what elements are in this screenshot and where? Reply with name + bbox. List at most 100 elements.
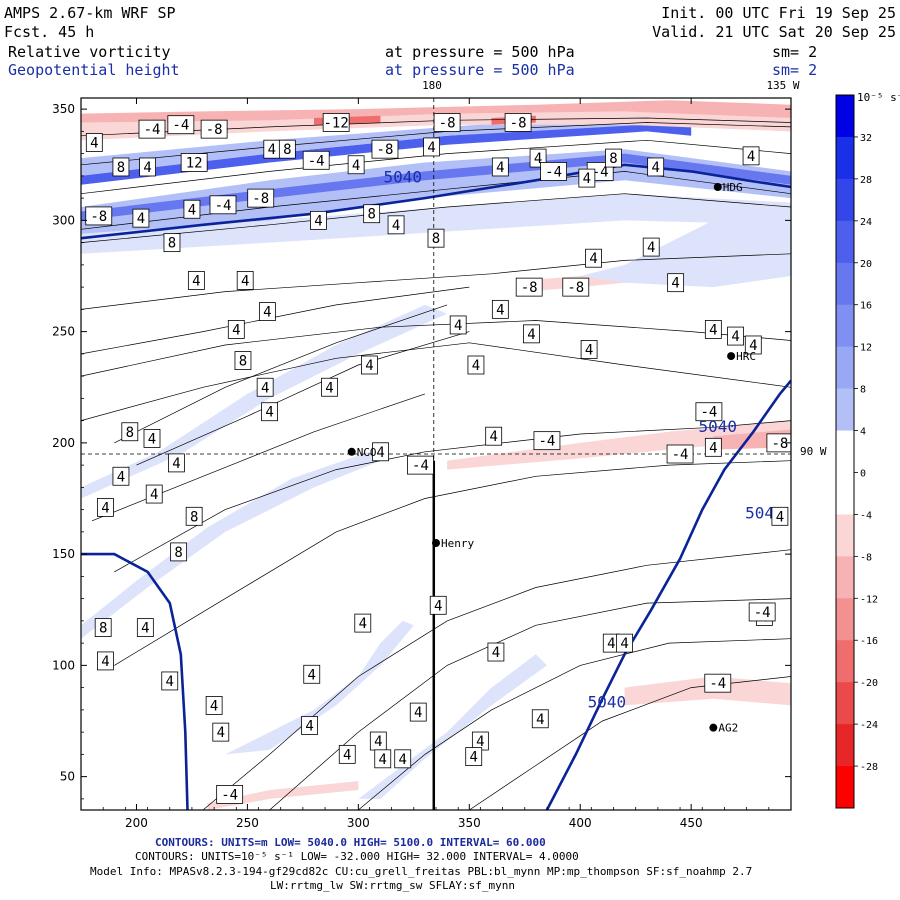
vorticity-label-text: 4 [141, 621, 149, 637]
vorticity-label-box [209, 195, 237, 215]
vorticity-label-box [112, 157, 130, 177]
height-contour-line [81, 163, 791, 240]
colorbar-tick-label: 16 [860, 301, 872, 312]
vorticity-label: 4 [387, 215, 405, 235]
forecast-hour: Fcst. 45 h [4, 23, 94, 41]
vorticity-label: 4 [374, 749, 392, 769]
vorticity-label: 4 [465, 747, 483, 766]
vorticity-label-text: 4 [749, 338, 757, 354]
footer-model-info: Model Info: MPASv8.2.3-194-gf29cd82c CU:… [90, 865, 752, 878]
vorticity-label-text: 8 [367, 207, 375, 223]
vorticity-label-box [310, 210, 327, 230]
vorticity-contour [358, 638, 791, 810]
pressure-level-vorticity: at pressure = 500 hPa [385, 43, 575, 61]
vorticity-label-text: 8 [239, 354, 247, 370]
vorticity-label-text: -8 [521, 280, 538, 296]
vorticity-label-text: -4 [700, 405, 717, 421]
vorticity-label-box [163, 233, 181, 253]
vorticity-label-text: 4 [308, 667, 316, 683]
vorticity-label-text: 4 [392, 218, 400, 234]
station-dot [432, 539, 440, 547]
vorticity-label: 4 [303, 664, 321, 684]
y-tick-label: 300 [52, 213, 75, 227]
colorbar-swatch [836, 640, 854, 683]
vorticity-label-box [578, 168, 596, 188]
vorticity-label-box [354, 613, 372, 633]
vorticity-label-box [742, 146, 760, 166]
vorticity-label-box [433, 113, 461, 132]
station-dot [709, 723, 718, 732]
vorticity-label-text: 8 [168, 236, 176, 252]
vorticity-label-box [771, 506, 789, 526]
vorticity-label: 4 [112, 466, 130, 486]
vorticity-label: 4 [161, 671, 179, 691]
x-tick-label: 350 [458, 816, 481, 830]
vorticity-label: 4 [321, 377, 338, 397]
vorticity-label-box [695, 402, 723, 422]
vorticity-contour [114, 460, 791, 666]
vorticity-label-box [374, 749, 392, 769]
vorticity-label-box [744, 335, 762, 355]
vorticity-label-text: 12 [186, 156, 203, 172]
vorticity-label-text: 4 [379, 752, 387, 768]
vorticity-label-text: 4 [365, 358, 373, 374]
vorticity-label-box [540, 162, 567, 181]
station-marker: NCO [347, 446, 377, 459]
vorticity-label: -8 [247, 188, 275, 208]
vorticity-label-text: 8 [283, 142, 291, 158]
vorticity-label-text: 4 [454, 318, 462, 334]
vorticity-label-box [585, 248, 602, 268]
vorticity-label-box [666, 444, 694, 464]
vorticity-label: 4 [97, 651, 114, 671]
vorticity-label-box [168, 453, 185, 473]
vorticity-label-text: 4 [314, 213, 322, 229]
colorbar-swatch [836, 472, 854, 515]
footer-model-info-2: LW:rrtmg_lw SW:rrtmg_sw SFLAY:sf_mynn [270, 879, 515, 892]
x-tick-label: 450 [680, 816, 703, 830]
vorticity-label: 4 [183, 199, 201, 219]
vorticity-label-box [523, 324, 540, 344]
vorticity-contour [81, 253, 791, 310]
vorticity-label-box [167, 115, 195, 135]
vorticity-label-box [491, 157, 509, 177]
y-tick-label: 50 [60, 770, 75, 784]
vorticity-label-text: 4 [188, 202, 196, 218]
vorticity-label: 4 [423, 137, 440, 157]
vorticity-label-text: 4 [101, 500, 109, 516]
vorticity-label-text: -12 [324, 115, 349, 131]
vorticity-label-box [170, 542, 188, 562]
vorticity-label-box [132, 208, 150, 228]
vorticity-label-text: 4 [399, 752, 407, 768]
vorticity-label-text: 4 [427, 140, 435, 156]
vorticity-label-text: 4 [376, 445, 384, 461]
vorticity-label-box [139, 157, 156, 177]
vorticity-label-box [449, 315, 467, 335]
vorticity-label: 8 [112, 157, 130, 177]
vorticity-label-box [605, 148, 622, 168]
vorticity-label-text: 4 [585, 342, 593, 358]
vorticity-label: 4 [372, 442, 389, 462]
station-name: NCO [357, 446, 377, 459]
station-marker: HDG [713, 181, 743, 194]
vorticity-label: 4 [578, 168, 596, 188]
station-dot [713, 183, 722, 191]
vorticity-label: -8 [515, 277, 543, 297]
vorticity-label-text: 4 [492, 645, 500, 661]
vorticity-label-text: 4 [359, 616, 367, 632]
vorticity-label-box [504, 113, 532, 132]
vorticity-label: -4 [167, 115, 195, 135]
vorticity-label-box [85, 206, 113, 226]
vorticity-label: 4 [258, 302, 276, 322]
vorticity-label-text: 4 [731, 329, 739, 345]
vorticity-label: 4 [491, 299, 509, 319]
colorbar-swatch [836, 724, 854, 767]
vorticity-label-text: 4 [651, 160, 659, 176]
smoothing-height: sm= 2 [772, 61, 817, 79]
colorbar-tick-label: 24 [860, 217, 872, 228]
vorticity-label-text: 4 [117, 469, 125, 485]
vorticity-label-box [407, 455, 434, 475]
vorticity-contour [136, 331, 470, 466]
height-contour-label: 5040 [383, 168, 422, 187]
vorticity-label: 4 [580, 340, 598, 359]
vorticity-label-box [363, 204, 381, 224]
